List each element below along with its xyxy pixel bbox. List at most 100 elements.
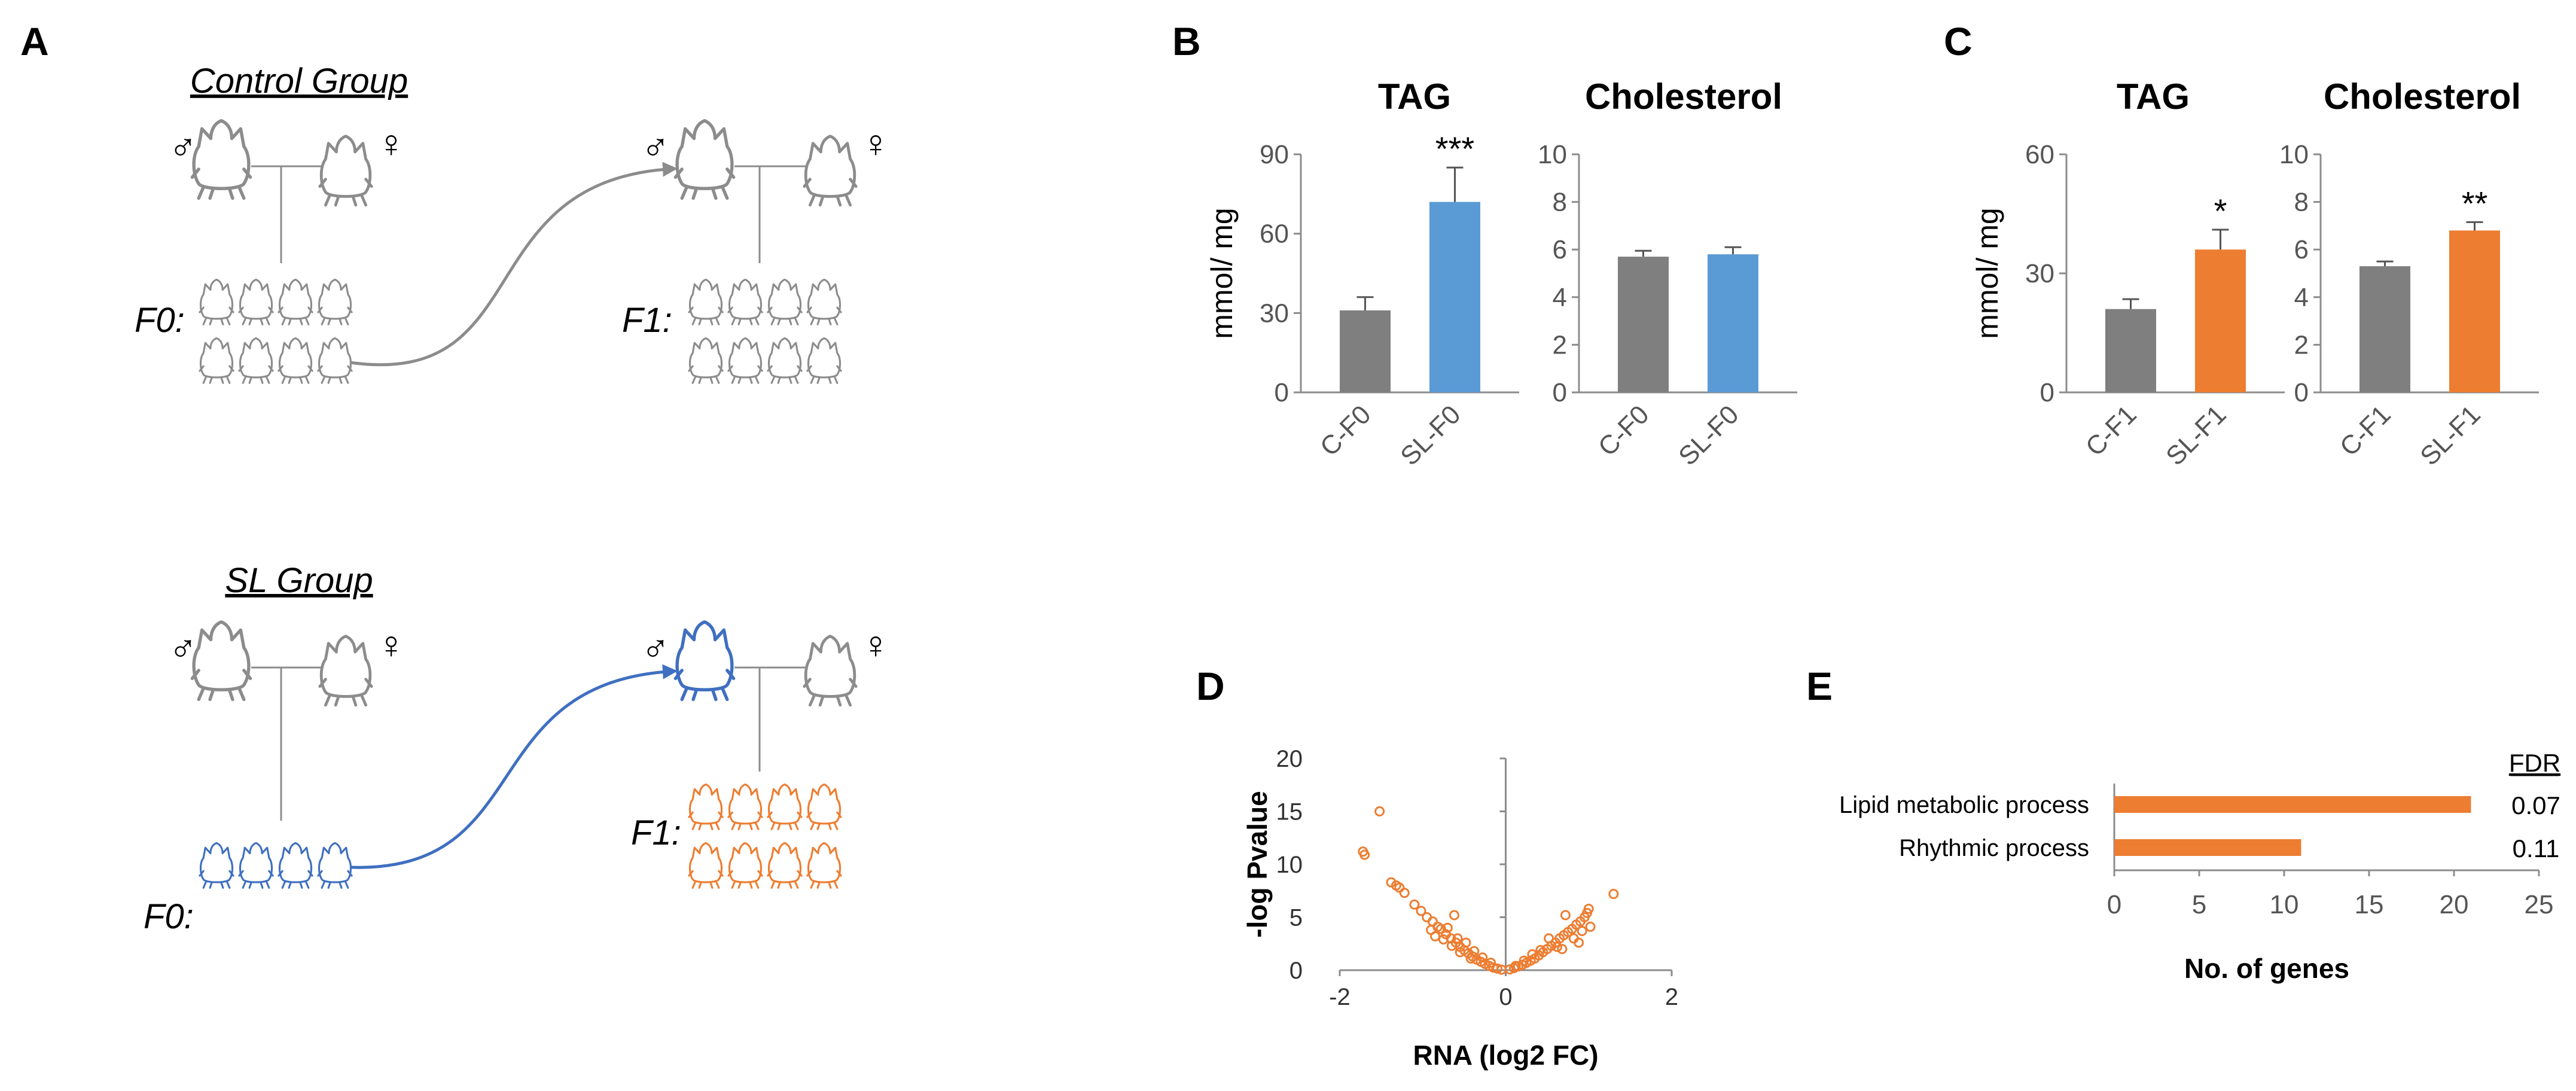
sl-group-title: SL Group [225, 561, 373, 600]
chart-c-tag: TAG mmol/ mg 0 30 60 C-F1 * SL-F1 [1971, 77, 2285, 471]
y-tick-label: 0 [1289, 958, 1303, 984]
data-point [1535, 944, 1546, 955]
pup-mouse-icon [199, 337, 234, 384]
pup-mouse-icon [688, 278, 724, 325]
category-label: Rhythmic process [1899, 835, 2089, 861]
fdr-header: FDR [2509, 749, 2560, 777]
mouse-icon [320, 636, 371, 705]
y-tick-label: 10 [2279, 140, 2309, 169]
data-point [1608, 889, 1619, 900]
data-point [1416, 906, 1426, 916]
pup-mouse-icon [727, 337, 763, 384]
y-axis-label: mmol/ mg [1205, 208, 1239, 339]
y-tick-label: 0 [1275, 378, 1289, 407]
chart-c-cholesterol: Cholesterol 0 2 4 6 8 10 C-F1 ** SL-F1 [2279, 77, 2539, 471]
bar [2195, 249, 2246, 392]
category-label: Lipid metabolic process [1839, 792, 2089, 818]
data-point [1442, 922, 1453, 933]
data-point [1359, 849, 1370, 860]
schematic-control: Control Group ♂ ♀ F0: ♂ ♀ F1: [135, 62, 890, 384]
y-tick-label: 0 [2294, 378, 2309, 407]
x-axis-title: No. of genes [2184, 953, 2349, 984]
data-point [1427, 916, 1438, 927]
x-category-label: C-F1 [2334, 400, 2397, 462]
bar [2449, 230, 2500, 392]
x-category-label: SL-F0 [1673, 400, 1744, 471]
y-tick-label: 8 [2294, 188, 2309, 217]
chart-title: Cholesterol [2324, 77, 2521, 117]
pup-mouse-icon [767, 783, 803, 830]
y-tick-label: 0 [1553, 378, 1567, 407]
mouse-icon [320, 136, 371, 205]
y-tick-label: 10 [1276, 852, 1303, 878]
male-symbol: ♂ [169, 627, 197, 670]
pup-mouse-icon [688, 783, 724, 830]
data-point [1409, 899, 1420, 910]
mouse-icon [192, 121, 250, 199]
y-tick-label: 6 [1553, 235, 1567, 264]
bar [1340, 310, 1391, 392]
data-point [1544, 933, 1554, 944]
pup-mouse-icon [278, 337, 313, 384]
male-symbol: ♂ [641, 126, 670, 169]
y-tick-label: 5 [1289, 905, 1303, 931]
y-tick-label: 90 [1260, 140, 1289, 169]
x-category-label: C-F0 [1593, 400, 1655, 462]
male-symbol: ♂ [641, 627, 670, 670]
pup-mouse-icon [767, 337, 803, 384]
y-tick-label: 20 [1276, 746, 1303, 772]
bar [1618, 257, 1669, 392]
data-point [1492, 963, 1503, 974]
bar [2105, 309, 2156, 392]
data-point [1527, 949, 1538, 959]
data-point [1446, 940, 1457, 951]
data-point [1477, 952, 1488, 963]
pup-mouse-icon [278, 278, 313, 325]
bar [1429, 202, 1480, 392]
panel-label-b: B [1172, 19, 1201, 63]
x-category-label: SL-F0 [1395, 400, 1466, 471]
f0-label: F0: [144, 897, 194, 936]
bar [2359, 266, 2410, 392]
x-axis-title: RNA (log2 FC) [1413, 1040, 1598, 1071]
data-point [1438, 934, 1449, 945]
panel-label-e: E [1806, 664, 1833, 708]
pup-mouse-icon [317, 278, 353, 325]
mouse-icon [804, 136, 856, 205]
x-category-label: C-F0 [1315, 400, 1377, 462]
data-point [1374, 806, 1385, 816]
mouse-icon [675, 121, 733, 199]
x-tick-label: 20 [2440, 890, 2469, 919]
fdr-value: 0.07 [2511, 791, 2560, 819]
significance-mark: *** [1435, 130, 1474, 167]
y-tick-label: 60 [2025, 140, 2054, 169]
significance-mark: ** [2462, 184, 2488, 222]
x-tick-label: 2 [1665, 984, 1678, 1010]
data-point [1552, 941, 1563, 952]
y-tick-label: 2 [1553, 330, 1567, 359]
pup-mouse-icon [278, 842, 313, 889]
significance-mark: * [2214, 192, 2227, 230]
pup-mouse-icon [238, 278, 274, 325]
y-tick-label: 30 [2025, 259, 2054, 288]
f1-label: F1: [631, 813, 681, 852]
chart-b-cholesterol: Cholesterol 0 2 4 6 8 10 C-F0 SL-F0 [1538, 77, 1797, 471]
pup-mouse-icon [238, 337, 274, 384]
x-category-label: SL-F1 [2415, 400, 2486, 471]
chart-b-tag: TAG mmol/ mg 0 30 60 90 C-F0 *** SL-F0 [1205, 77, 1519, 471]
panel-label-c: C [1944, 19, 1973, 63]
data-point [1394, 882, 1405, 893]
pup-mouse-icon [688, 337, 724, 384]
data-point [1519, 955, 1529, 966]
y-axis-title: -log Pvalue [1242, 791, 1273, 937]
female-symbol: ♀ [861, 623, 890, 666]
data-point [1486, 958, 1496, 968]
pup-mouse-icon [317, 337, 353, 384]
y-tick-label: 8 [1553, 188, 1567, 217]
female-symbol: ♀ [861, 122, 890, 165]
bar [2114, 796, 2471, 813]
chart-e-go-bar: 0 5 10 15 20 25 Lipid metabolic process 0.07 Rhy… [1839, 749, 2560, 984]
mouse-icon [192, 622, 250, 700]
